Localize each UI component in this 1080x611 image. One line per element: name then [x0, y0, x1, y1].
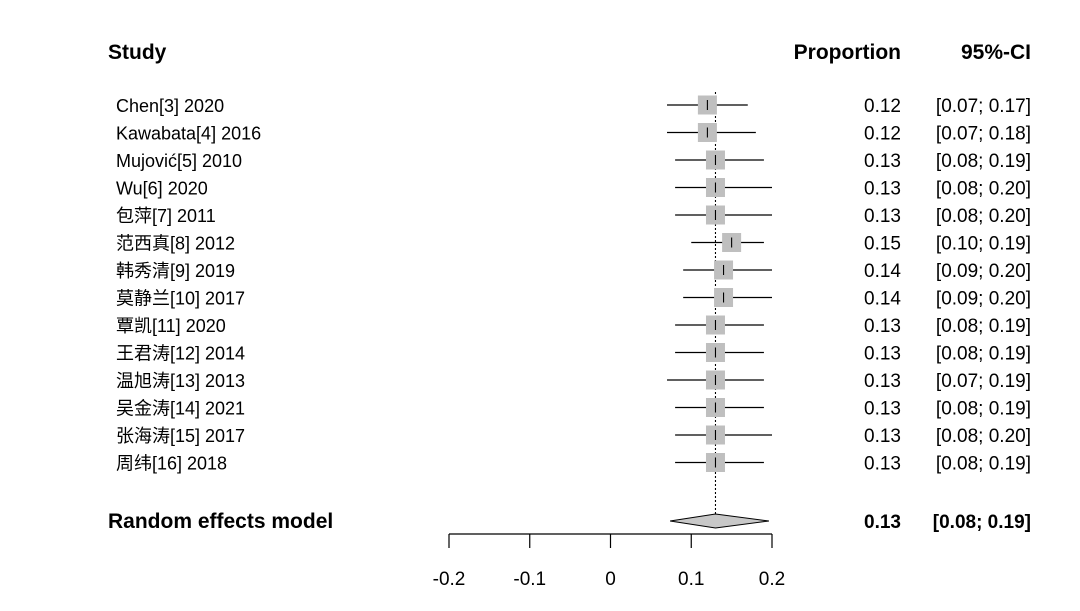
proportion-value: 0.13 [864, 316, 901, 337]
ci-value: [0.07; 0.17] [936, 96, 1031, 117]
ci-value: [0.08; 0.20] [936, 206, 1031, 227]
proportion-value: 0.14 [864, 261, 901, 282]
proportion-value: 0.13 [864, 179, 901, 200]
ci-value: [0.07; 0.18] [936, 124, 1031, 145]
pooled-ci: [0.08; 0.19] [933, 512, 1031, 533]
proportion-value: 0.12 [864, 124, 901, 145]
study-label: 包萍[7] 2011 [116, 206, 216, 226]
ci-value: [0.09; 0.20] [936, 261, 1031, 282]
study-label: 覃凯[11] 2020 [116, 316, 226, 336]
axis-tick-label: -0.2 [433, 569, 466, 590]
study-label: Chen[3] 2020 [116, 96, 224, 116]
axis-tick-label: 0 [605, 569, 616, 590]
ci-value: [0.09; 0.20] [936, 289, 1031, 310]
study-label: 张海涛[15] 2017 [116, 426, 245, 446]
pooled-proportion: 0.13 [864, 512, 901, 533]
ci-value: [0.08; 0.19] [936, 344, 1031, 365]
ci-value: [0.08; 0.19] [936, 454, 1031, 475]
axis-tick-label: -0.1 [513, 569, 546, 590]
ci-value: [0.07; 0.19] [936, 371, 1031, 392]
study-label: 温旭涛[13] 2013 [116, 371, 245, 391]
pooled-row: Random effects model 0.13 [0.08; 0.19] [108, 510, 1031, 533]
header-study: Study [108, 41, 167, 64]
proportion-value: 0.13 [864, 399, 901, 420]
study-label: 莫静兰[10] 2017 [116, 289, 245, 309]
proportion-value: 0.13 [864, 371, 901, 392]
proportion-value: 0.15 [864, 234, 901, 255]
ci-value: [0.08; 0.19] [936, 399, 1031, 420]
proportion-value: 0.13 [864, 151, 901, 172]
study-rows: Chen[3] 2020 0.12 [0.07; 0.17] Kawabata[4] … [116, 92, 1031, 516]
ci-value: [0.10; 0.19] [936, 234, 1031, 255]
study-label: Wu[6] 2020 [116, 179, 208, 199]
pooled-diamond [670, 513, 769, 529]
study-label: Kawabata[4] 2016 [116, 124, 261, 144]
ci-value: [0.08; 0.20] [936, 179, 1031, 200]
proportion-value: 0.12 [864, 96, 901, 117]
axis-tick-label: 0.1 [678, 569, 704, 590]
study-label: 周纬[16] 2018 [116, 454, 227, 474]
pooled-label: Random effects model [108, 510, 333, 533]
study-label: 范西真[8] 2012 [116, 234, 235, 254]
ci-value: [0.08; 0.19] [936, 316, 1031, 337]
study-label: 王君涛[12] 2014 [116, 344, 245, 364]
study-label: 韩秀清[9] 2019 [116, 261, 235, 281]
header-ci: 95%-CI [961, 41, 1031, 64]
study-label: Mujović[5] 2010 [116, 151, 242, 171]
proportion-value: 0.14 [864, 289, 901, 310]
study-label: 吴金涛[14] 2021 [116, 399, 245, 419]
ci-value: [0.08; 0.19] [936, 151, 1031, 172]
header-proportion: Proportion [794, 41, 901, 64]
proportion-value: 0.13 [864, 426, 901, 447]
axis-tick-label: 0.2 [759, 569, 785, 590]
ci-value: [0.08; 0.20] [936, 426, 1031, 447]
x-axis: -0.2 -0.1 0 0.1 0.2 [433, 533, 785, 590]
proportion-value: 0.13 [864, 206, 901, 227]
proportion-value: 0.13 [864, 344, 901, 365]
proportion-value: 0.13 [864, 454, 901, 475]
